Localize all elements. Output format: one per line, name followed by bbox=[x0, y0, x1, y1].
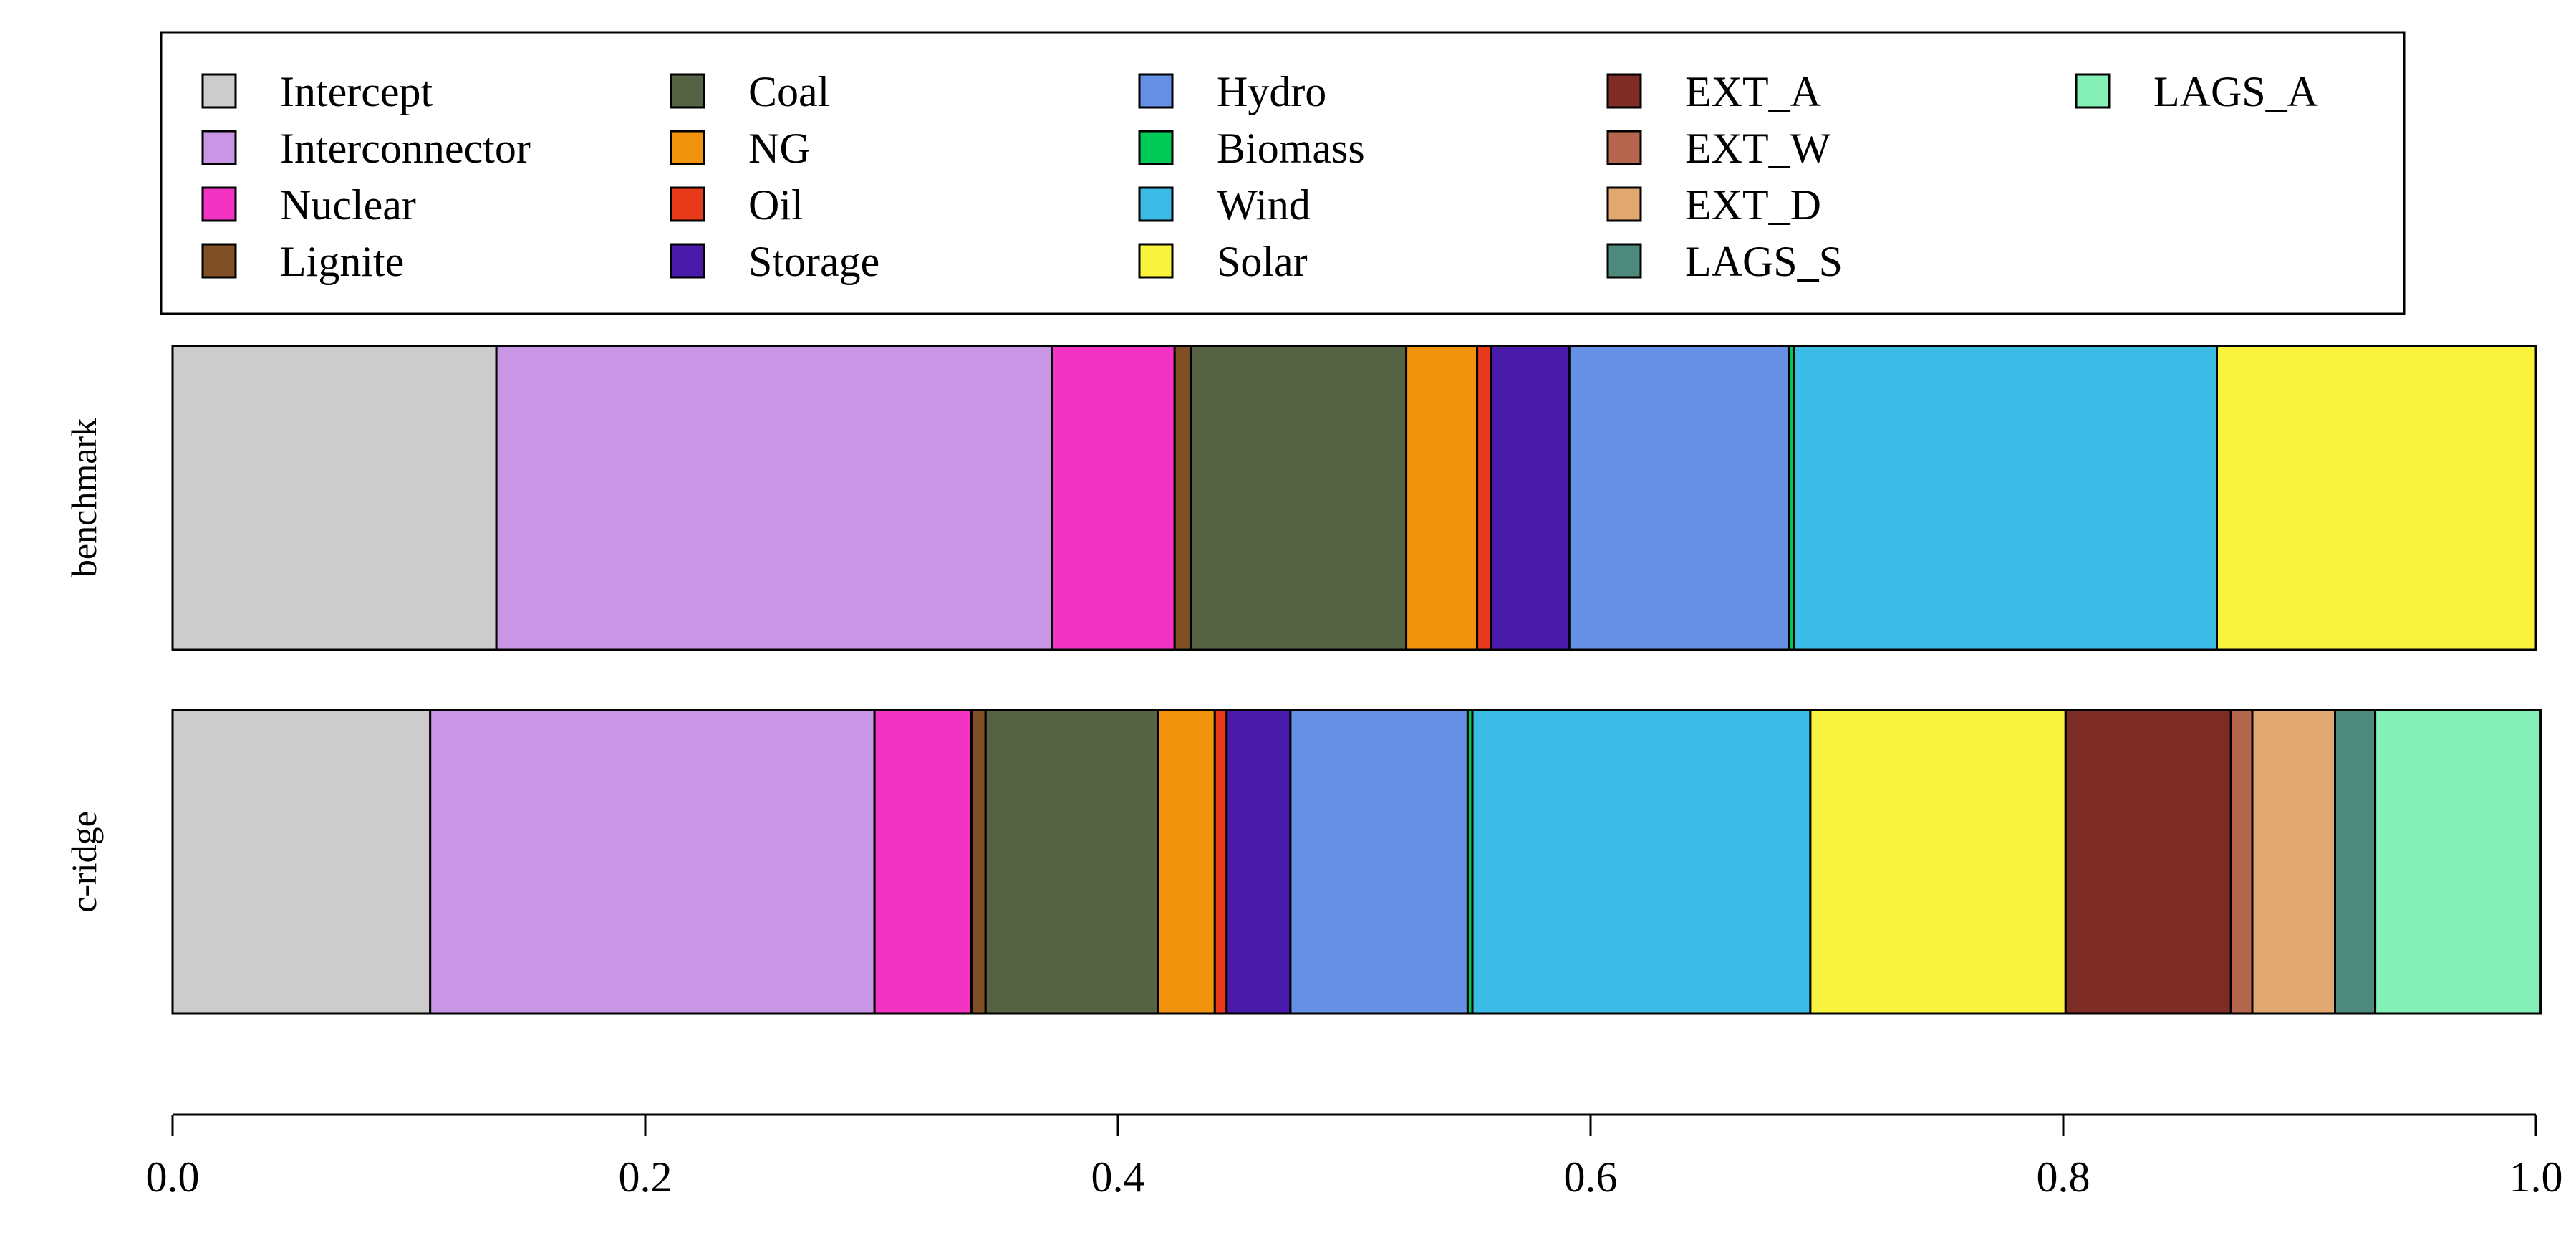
legend-label-ext-a: EXT_A bbox=[1685, 68, 1821, 115]
legend-label-solar: Solar bbox=[1217, 238, 1308, 285]
bar-segment-benchmark-ng bbox=[1405, 345, 1479, 651]
bar-segment-benchmark-interconnector bbox=[495, 345, 1053, 651]
legend-label-biomass: Biomass bbox=[1217, 125, 1365, 172]
y-axis-labels: benchmark c-ridge bbox=[64, 418, 104, 913]
bar-segment-benchmark-oil bbox=[1476, 345, 1492, 651]
legend-swatch-lignite bbox=[201, 243, 237, 279]
bar-segment-c-ridge-ext-a bbox=[2064, 709, 2232, 1015]
bar-segment-c-ridge-lags-s bbox=[2334, 709, 2377, 1015]
legend-swatch-nuclear bbox=[201, 186, 237, 222]
x-axis: 0.0 0.2 0.4 0.6 0.8 1.0 bbox=[146, 1113, 2563, 1201]
legend-swatch-coal bbox=[670, 73, 705, 109]
legend-label-oil: Oil bbox=[748, 181, 804, 229]
bar-segment-benchmark-nuclear bbox=[1051, 345, 1176, 651]
legend-swatch-solar bbox=[1138, 243, 1174, 279]
legend-label-lags-a: LAGS_A bbox=[2153, 68, 2318, 115]
legend-swatch-interconnector bbox=[201, 130, 237, 165]
legend-label-ext-d: EXT_D bbox=[1685, 181, 1821, 229]
legend-swatch-wind bbox=[1138, 186, 1174, 222]
bar-segment-benchmark-intercept bbox=[171, 345, 498, 651]
x-tick-label-5: 1.0 bbox=[2509, 1153, 2563, 1201]
x-tick-label-2: 0.4 bbox=[1091, 1153, 1145, 1201]
bar-segment-c-ridge-oil bbox=[1213, 709, 1228, 1015]
bar-segment-c-ridge-ext-w bbox=[2229, 709, 2254, 1015]
bar-segment-c-ridge-coal bbox=[984, 709, 1159, 1015]
bar-segment-c-ridge-ext-d bbox=[2251, 709, 2336, 1015]
legend-swatch-storage bbox=[670, 243, 705, 279]
bar-segment-c-ridge-interconnector bbox=[429, 709, 876, 1015]
legend-label-intercept: Intercept bbox=[280, 68, 433, 115]
bar-segment-c-ridge-storage bbox=[1225, 709, 1292, 1015]
x-tick-label-4: 0.8 bbox=[2037, 1153, 2090, 1201]
bar-segment-c-ridge-ng bbox=[1157, 709, 1216, 1015]
bar-segment-c-ridge-intercept bbox=[171, 709, 432, 1015]
bar-segment-c-ridge-lags-a bbox=[2374, 709, 2542, 1015]
x-tick-label-0: 0.0 bbox=[146, 1153, 200, 1201]
bar-segment-c-ridge-hydro bbox=[1289, 709, 1469, 1015]
legend-label-storage: Storage bbox=[748, 238, 879, 285]
legend-swatch-oil bbox=[670, 186, 705, 222]
legend-label-lignite: Lignite bbox=[280, 238, 404, 285]
legend-box bbox=[160, 31, 2406, 315]
bar-segment-benchmark-wind bbox=[1793, 345, 2219, 651]
bars bbox=[171, 345, 2542, 1015]
bar-segment-benchmark-lignite bbox=[1173, 345, 1192, 651]
legend-label-ext-w: EXT_W bbox=[1685, 125, 1831, 172]
legend-swatch-ext-a bbox=[1606, 73, 1642, 109]
bar-segment-c-ridge-wind bbox=[1471, 709, 1812, 1015]
legend-swatch-intercept bbox=[201, 73, 237, 109]
legend-swatch-lags-s bbox=[1606, 243, 1642, 279]
legend-label-hydro: Hydro bbox=[1217, 68, 1326, 115]
bar-segment-benchmark-hydro bbox=[1568, 345, 1790, 651]
legend-label-interconnector: Interconnector bbox=[280, 125, 531, 172]
legend-swatch-ext-d bbox=[1606, 186, 1642, 222]
legend-label-nuclear: Nuclear bbox=[280, 181, 416, 229]
legend-label-coal: Coal bbox=[748, 68, 829, 115]
legend: Intercept Interconnector Nuclear Lignite Coa… bbox=[160, 31, 2406, 315]
bar-segment-c-ridge-solar bbox=[1809, 709, 2067, 1015]
legend-swatch-lags-a bbox=[2075, 73, 2111, 109]
legend-label-ng: NG bbox=[748, 125, 811, 172]
x-tick-label-1: 0.2 bbox=[619, 1153, 672, 1201]
bar-segment-benchmark-storage bbox=[1490, 345, 1571, 651]
y-label-c-ridge: c-ridge bbox=[64, 811, 104, 913]
bar-segment-c-ridge-lignite bbox=[970, 709, 987, 1015]
bar-segment-benchmark-solar bbox=[2216, 345, 2537, 651]
bar-segment-c-ridge-nuclear bbox=[873, 709, 973, 1015]
legend-swatch-hydro bbox=[1138, 73, 1174, 109]
x-tick-label-3: 0.6 bbox=[1564, 1153, 1618, 1201]
legend-swatch-ext-w bbox=[1606, 130, 1642, 165]
legend-swatch-ng bbox=[670, 130, 705, 165]
bar-segment-benchmark-coal bbox=[1190, 345, 1408, 651]
y-label-benchmark: benchmark bbox=[64, 418, 104, 577]
legend-label-wind: Wind bbox=[1217, 181, 1311, 229]
legend-swatch-biomass bbox=[1138, 130, 1174, 165]
legend-label-lags-s: LAGS_S bbox=[1685, 238, 1843, 285]
